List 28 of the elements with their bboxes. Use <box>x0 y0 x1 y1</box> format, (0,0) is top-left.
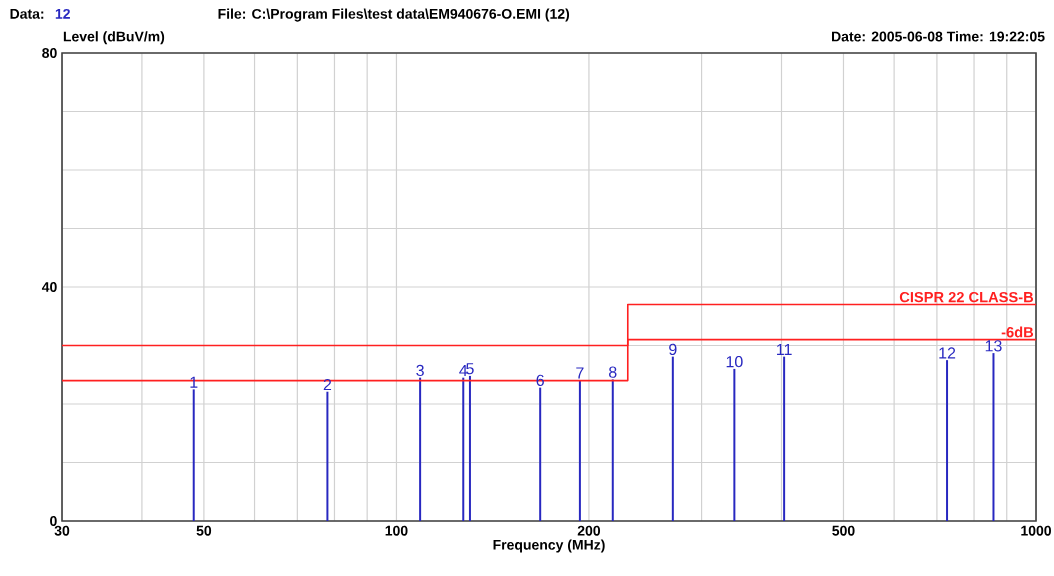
annotation: 3 <box>416 364 424 377</box>
text: Date: 2005-06-08 Time: 19:22:05 <box>832 31 1045 42</box>
annotation: 9 <box>669 343 677 356</box>
x-tick-label: 1000 <box>1021 525 1052 536</box>
annotation: 10 <box>726 355 743 368</box>
y-tick-label: 80 <box>42 48 57 58</box>
annotation: 13 <box>985 340 1002 352</box>
x-tick-label: 200 <box>577 525 601 536</box>
annotation: 7 <box>576 367 584 379</box>
annotation: 2 <box>323 378 332 391</box>
series-label: CISPR 22 CLASS-B <box>899 291 1034 303</box>
y-axis-title: Level (dBuV/m) <box>63 31 165 45</box>
text: 12 <box>55 8 70 19</box>
annotation: 8 <box>609 366 617 378</box>
annotation: 4 <box>459 365 468 377</box>
annotation: 11 <box>777 344 792 356</box>
x-tick-label: 100 <box>385 525 408 536</box>
y-tick-label: 0 <box>50 516 57 526</box>
y-tick-label: 40 <box>41 282 57 292</box>
series-label: -6dB <box>1001 326 1034 338</box>
text: File: C:\Program Files\test data\EM940676-O.EMI (12) <box>218 8 570 22</box>
text: Data: <box>10 9 44 19</box>
x-axis-title: Frequency (MHz) <box>493 539 605 553</box>
annotation: 12 <box>939 347 956 359</box>
x-tick-label: 50 <box>196 525 212 536</box>
annotation: 5 <box>466 363 474 375</box>
x-tick-label: 30 <box>54 525 70 536</box>
x-tick-label: 500 <box>832 525 855 536</box>
